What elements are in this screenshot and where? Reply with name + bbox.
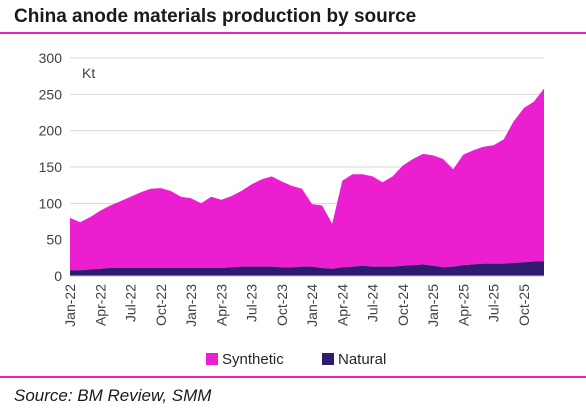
- y-tick-label: 50: [46, 232, 62, 248]
- source-divider: [0, 376, 586, 378]
- x-tick-label: Oct-25: [516, 284, 532, 326]
- synthetic-area: [70, 88, 544, 271]
- x-tick-label: Jan-23: [183, 284, 199, 327]
- x-tick-label: Oct-24: [395, 284, 411, 326]
- y-tick-label: 150: [39, 159, 63, 175]
- legend-label: Natural: [338, 351, 386, 368]
- x-tick-label: Jan-25: [425, 284, 441, 327]
- y-axis: 0 50 100 150 200 250 300: [39, 50, 63, 284]
- x-tick-label: Jul-24: [365, 284, 381, 322]
- legend-swatch: [206, 353, 218, 365]
- x-tick-label: Oct-23: [274, 284, 290, 326]
- unit-label: Kt: [82, 65, 95, 81]
- x-axis: Jan-22 Apr-22 Jul-22 Oct-22 Jan-23 Apr-23 Jul-…: [62, 275, 544, 327]
- x-tick-label: Oct-22: [153, 284, 169, 326]
- area-chart: 0 50 100 150 200 250 300 Jan-22 Apr-22 Jul-22 Oct…: [39, 50, 544, 368]
- x-tick-label: Jul-25: [486, 284, 502, 322]
- legend-swatch: [322, 353, 334, 365]
- y-tick-label: 200: [39, 123, 63, 139]
- stacked-areas: [70, 88, 544, 276]
- x-tick-label: Jan-24: [304, 284, 320, 327]
- source-note: Source: BM Review, SMM: [14, 386, 212, 405]
- legend-label: Synthetic: [222, 351, 284, 368]
- chart-title: China anode materials production by sour…: [14, 6, 417, 27]
- x-tick-label: Apr-22: [92, 284, 108, 326]
- y-tick-label: 250: [39, 86, 63, 102]
- y-tick-label: 100: [39, 195, 63, 211]
- y-tick-label: 300: [39, 50, 63, 66]
- x-tick-label: Jul-22: [123, 284, 139, 322]
- x-tick-label: Apr-23: [213, 284, 229, 326]
- title-divider: [0, 32, 586, 34]
- legend: Synthetic Natural: [206, 351, 386, 368]
- x-tick-label: Apr-24: [334, 284, 350, 326]
- x-tick-label: Jan-22: [62, 284, 78, 327]
- x-tick-label: Apr-25: [455, 284, 471, 326]
- y-tick-label: 0: [54, 268, 62, 284]
- x-tick-label: Jul-23: [244, 284, 260, 322]
- natural-area: [70, 261, 544, 276]
